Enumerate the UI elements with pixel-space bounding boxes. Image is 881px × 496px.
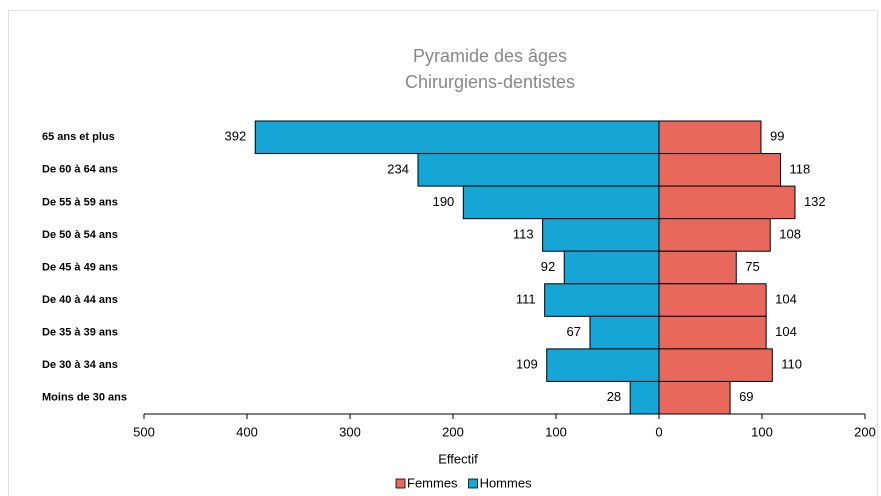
bar [658, 218, 771, 252]
bar [658, 185, 796, 220]
value-label: 99 [770, 129, 784, 144]
x-tick-label: 500 [133, 424, 155, 439]
value-label: 75 [745, 259, 759, 274]
x-tick-label: 400 [236, 424, 258, 439]
value-label: 190 [433, 194, 455, 209]
bar [542, 218, 660, 252]
bar [658, 380, 731, 415]
bar [417, 153, 660, 187]
value-label: 92 [541, 259, 555, 274]
x-tick-label: 200 [854, 424, 876, 439]
bar [546, 348, 660, 382]
bar [658, 250, 737, 285]
bar [544, 283, 660, 317]
value-label: 108 [779, 226, 801, 241]
bar [563, 250, 660, 285]
bar [629, 380, 660, 415]
category-label: De 45 à 49 ans [42, 261, 118, 273]
value-label: 132 [804, 194, 826, 209]
x-tick-label: 200 [442, 424, 464, 439]
bar [658, 283, 767, 317]
category-label: De 40 à 44 ans [42, 294, 118, 306]
category-label: 65 ans et plus [42, 131, 115, 143]
legend-swatch [395, 478, 406, 489]
category-label: De 60 à 64 ans [42, 164, 118, 176]
value-label: 104 [775, 324, 797, 339]
value-label: 111 [516, 291, 536, 306]
bar [658, 315, 767, 350]
category-label: De 55 à 59 ans [42, 196, 118, 208]
value-label: 67 [567, 324, 581, 339]
bar [254, 120, 660, 155]
category-label: De 50 à 54 ans [42, 229, 118, 241]
bar [658, 120, 762, 155]
x-tick-label: 0 [655, 424, 662, 439]
x-tick-label: 300 [339, 424, 361, 439]
value-label: 118 [790, 161, 811, 176]
chart-subtitle: Chirurgiens-dentistes [405, 72, 575, 92]
chart-title: Pyramide des âges [413, 46, 567, 66]
value-label: 104 [775, 291, 797, 306]
value-label: 28 [607, 389, 621, 404]
value-label: 113 [513, 226, 534, 241]
legend-label: Femmes [407, 475, 458, 490]
bar [658, 153, 782, 187]
value-label: 69 [739, 389, 753, 404]
x-tick-label: 100 [545, 424, 567, 439]
x-tick-label: 100 [751, 424, 773, 439]
value-label: 234 [387, 161, 409, 176]
category-label: Moins de 30 ans [42, 392, 127, 404]
bar [589, 315, 660, 350]
value-label: 109 [516, 357, 538, 372]
category-label: De 30 à 34 ans [42, 359, 118, 371]
legend-swatch [468, 478, 478, 489]
value-label: 392 [225, 129, 247, 144]
bar [658, 348, 773, 382]
value-label: 110 [781, 357, 802, 372]
x-axis-label: Effectif [438, 451, 478, 466]
bar [462, 185, 660, 220]
category-label: De 35 à 39 ans [42, 327, 118, 339]
legend-label: Hommes [480, 475, 533, 490]
